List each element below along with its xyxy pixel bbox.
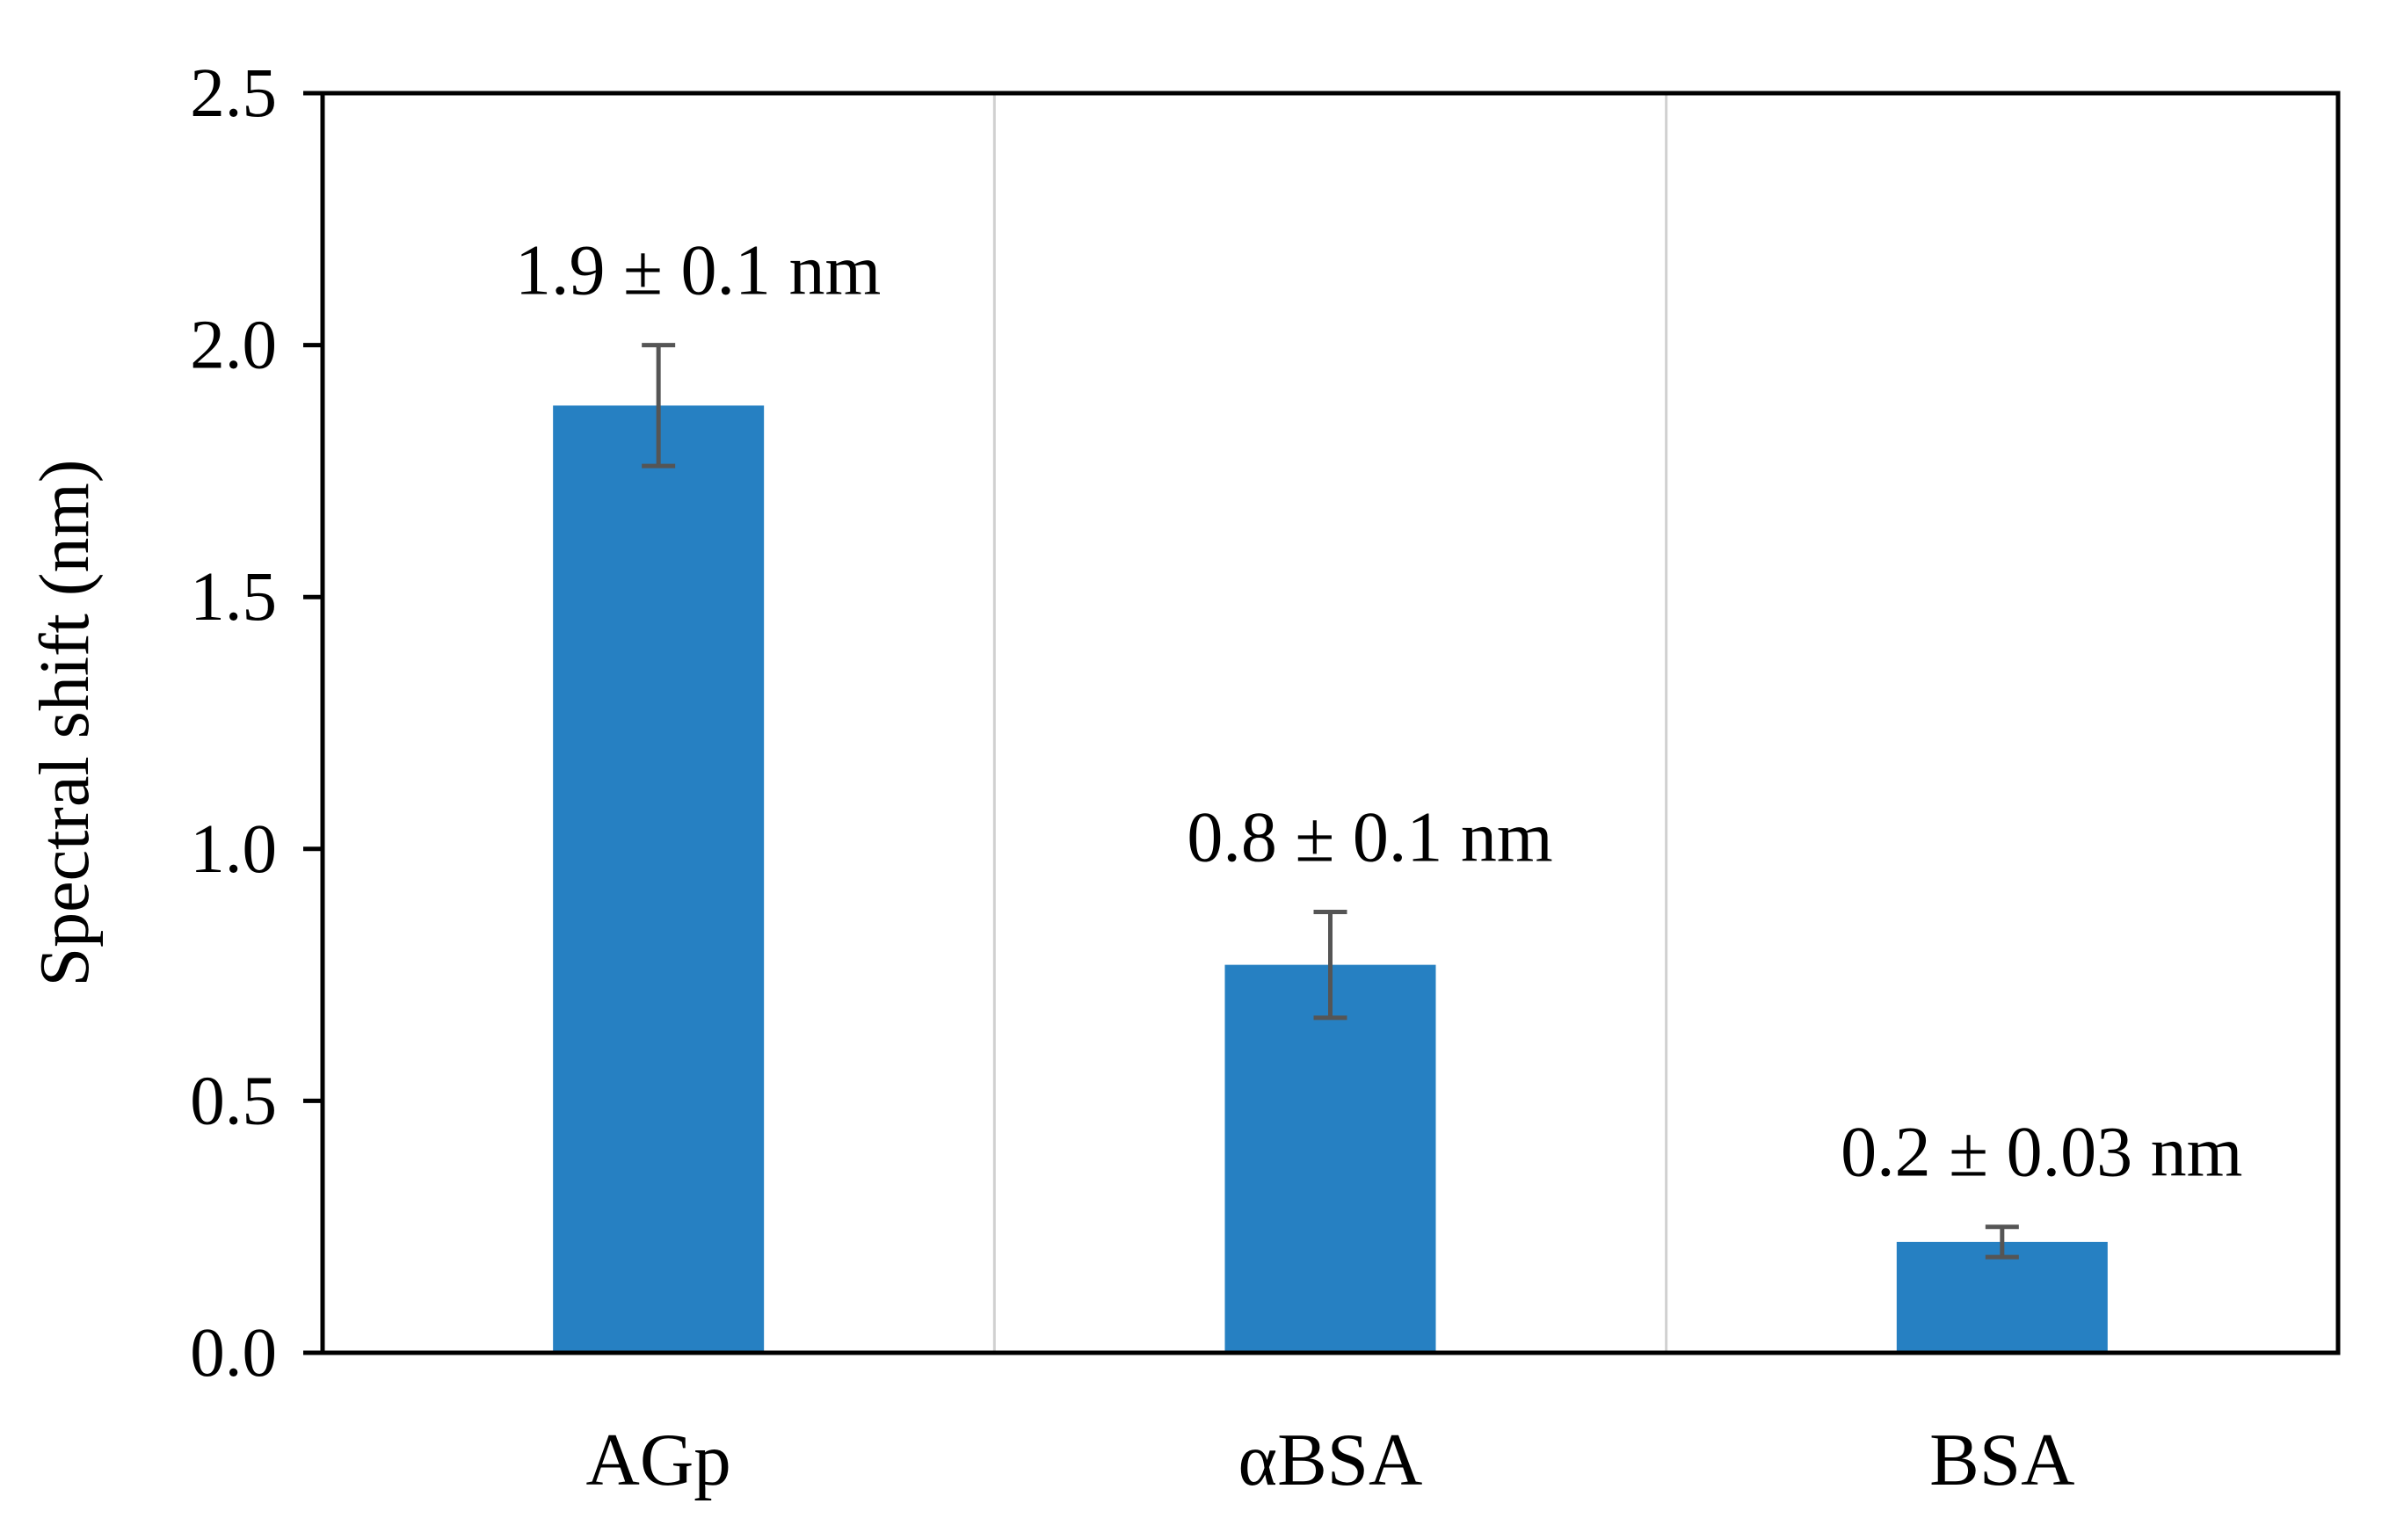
data-label-1: 0.8 ± 0.1 nm: [1187, 796, 1552, 876]
y-axis-title: Spectral shift (nm): [26, 460, 104, 987]
data-label-2: 0.2 ± 0.03 nm: [1841, 1112, 2242, 1192]
bar-0: [553, 405, 765, 1353]
x-tick-label-1: αBSA: [1238, 1419, 1423, 1501]
category-separators: [992, 93, 1668, 1353]
y-tick-label: 0.5: [190, 1063, 277, 1139]
y-tick-label: 2.0: [190, 308, 277, 384]
bars-group: [553, 405, 2108, 1353]
x-axis-labels: AGp αBSA BSA: [586, 1419, 2075, 1501]
x-tick-label-0: AGp: [586, 1419, 731, 1501]
error-bar-0: [642, 343, 676, 469]
bar-2: [1896, 1241, 2108, 1353]
y-tick-label: 1.5: [190, 559, 277, 636]
y-tick-label: 0.0: [190, 1315, 277, 1391]
data-label-0: 1.9 ± 0.1 nm: [515, 230, 881, 310]
error-bars-group: [642, 343, 2019, 1260]
error-bar-1: [1313, 909, 1347, 1021]
bar-1: [1224, 964, 1436, 1353]
plot-frame: [320, 91, 2341, 1355]
y-tick-label: 2.5: [190, 55, 277, 132]
error-bar-2: [1985, 1224, 2019, 1260]
data-labels: 1.9 ± 0.1 nm 0.8 ± 0.1 nm 0.2 ± 0.03 nm: [515, 230, 2242, 1192]
y-tick-label: 1.0: [190, 811, 277, 888]
y-axis-ticks: 0.0 0.5 1.0 1.5 2.0 2.5: [190, 55, 323, 1391]
x-tick-label-2: BSA: [1929, 1419, 2074, 1501]
